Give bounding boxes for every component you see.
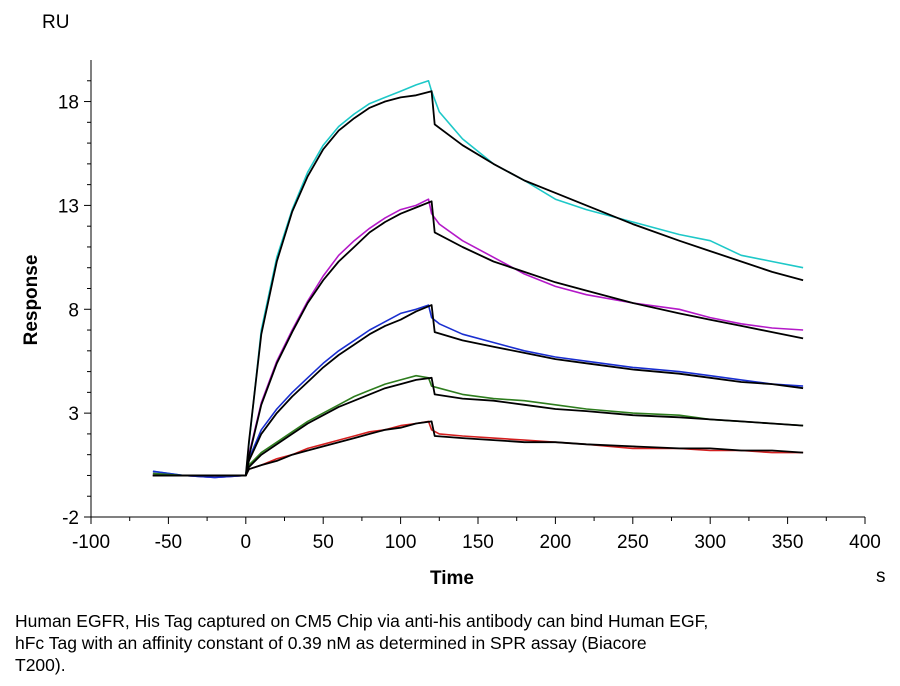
x-tick-label: 400	[849, 532, 881, 553]
axes	[90, 60, 865, 518]
y-tick-label: 8	[68, 300, 79, 321]
fit-curve-6	[152, 200, 804, 477]
fit-curve-7	[152, 304, 804, 477]
x-tick-label: 300	[694, 532, 726, 553]
x-unit-label: s	[876, 566, 886, 587]
x-axis-label: Time	[430, 568, 474, 589]
sensorgram-curve-2	[152, 304, 804, 479]
x-tick-label: 250	[617, 532, 649, 553]
x-tick-label: -50	[155, 532, 182, 553]
y-unit-label: RU	[42, 12, 70, 33]
y-axis-label: Response	[21, 255, 42, 346]
figure-caption: Human EGFR, His Tag captured on CM5 Chip…	[15, 611, 709, 675]
fit-curve-5	[152, 90, 804, 477]
y-tick-label: -2	[62, 508, 79, 529]
series-layer	[152, 80, 804, 479]
x-tick-label: 50	[313, 532, 334, 553]
y-tick-label: 3	[68, 404, 79, 425]
fit-curve-9	[152, 420, 804, 477]
sensorgram-chart: -100 -50 0 50 100 150 200 250 300 350 400 -2 3 8 13 18…	[21, 60, 881, 589]
sensorgram-curve-3	[152, 374, 804, 477]
fit-curve-8	[152, 376, 804, 477]
y-tick-label: 13	[58, 196, 79, 217]
x-tick-label: 150	[462, 532, 494, 553]
x-tick-label: 0	[241, 532, 252, 553]
x-tick-label: 100	[385, 532, 417, 553]
y-axis-ticks: -2 3 8 13 18	[58, 80, 91, 529]
x-axis-ticks: -100 -50 0 50 100 150 200 250 300 350 400	[72, 517, 881, 553]
y-tick-label: 18	[58, 93, 79, 114]
x-tick-label: 350	[772, 532, 804, 553]
x-tick-label: -100	[72, 532, 110, 553]
x-tick-label: 200	[540, 532, 572, 553]
